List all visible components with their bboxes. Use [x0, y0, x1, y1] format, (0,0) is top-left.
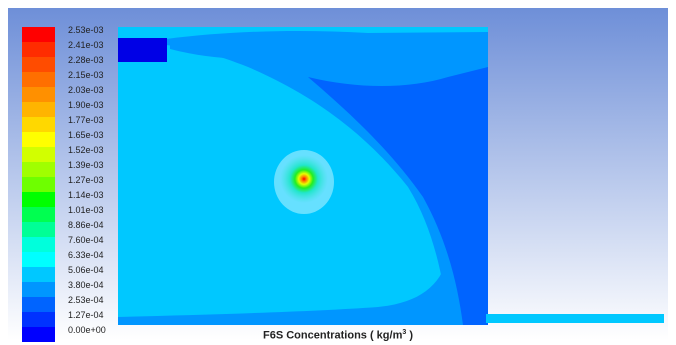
legend-swatch: [22, 327, 55, 342]
legend-swatch: [22, 297, 55, 312]
legend-swatch: [22, 252, 55, 267]
legend-label: 2.53e-04: [68, 295, 104, 305]
legend-label: 1.27e-04: [68, 310, 104, 320]
legend-label: 2.15e-03: [68, 70, 104, 80]
legend-label: 1.52e-03: [68, 145, 104, 155]
legend-label: 1.77e-03: [68, 115, 104, 125]
legend-label: 1.01e-03: [68, 205, 104, 215]
legend-swatch: [22, 207, 55, 222]
legend-swatch: [22, 312, 55, 327]
legend-swatch: [22, 267, 55, 282]
legend-label: 7.60e-04: [68, 235, 104, 245]
legend-swatch: [22, 192, 55, 207]
legend-label: 8.86e-04: [68, 220, 104, 230]
legend-label: 1.90e-03: [68, 100, 104, 110]
legend-swatch: [22, 117, 55, 132]
legend-label: 2.41e-03: [68, 40, 104, 50]
caption-text: F6S Concentrations ( kg/m: [263, 329, 403, 342]
legend-label: 2.53e-03: [68, 25, 104, 35]
plot-caption: F6S Concentrations ( kg/m3 ): [0, 329, 676, 342]
plume-inner-band: [170, 40, 278, 59]
legend-swatch: [22, 282, 55, 297]
colormap-legend: 2.53e-03 2.41e-03 2.28e-03 2.15e-03 2.03e-03…: [22, 25, 142, 342]
legend-swatch: [22, 87, 55, 102]
legend-label: 1.27e-03: [68, 175, 104, 185]
legend-swatch: [22, 72, 55, 87]
legend-label: 6.33e-04: [68, 250, 104, 260]
legend-swatch: [22, 222, 55, 237]
bottom-boundary-band: [118, 257, 458, 325]
legend-swatch: [22, 132, 55, 147]
legend-swatch: [22, 42, 55, 57]
legend-swatch: [22, 177, 55, 192]
inlet-region: [118, 38, 167, 62]
contour-plot[interactable]: [118, 27, 666, 327]
source-core-spot: [280, 155, 328, 203]
outlet-duct: [486, 314, 664, 323]
legend-label: 3.80e-04: [68, 280, 104, 290]
legend-label: 0.00e+00: [68, 325, 106, 335]
legend-swatch: [22, 237, 55, 252]
legend-label: 1.65e-03: [68, 130, 104, 140]
legend-label: 2.03e-03: [68, 85, 104, 95]
legend-swatch: [22, 162, 55, 177]
legend-swatch: [22, 102, 55, 117]
caption-suffix: ): [406, 329, 413, 342]
legend-swatch: [22, 147, 55, 162]
legend-swatch: [22, 27, 55, 42]
caption-exponent: 3: [402, 329, 407, 336]
legend-label: 2.28e-03: [68, 55, 104, 65]
legend-label: 1.39e-03: [68, 160, 104, 170]
plume-deep-region: [308, 67, 488, 325]
legend-swatch: [22, 57, 55, 72]
legend-label: 1.14e-03: [68, 190, 104, 200]
legend-label: 5.06e-04: [68, 265, 104, 275]
